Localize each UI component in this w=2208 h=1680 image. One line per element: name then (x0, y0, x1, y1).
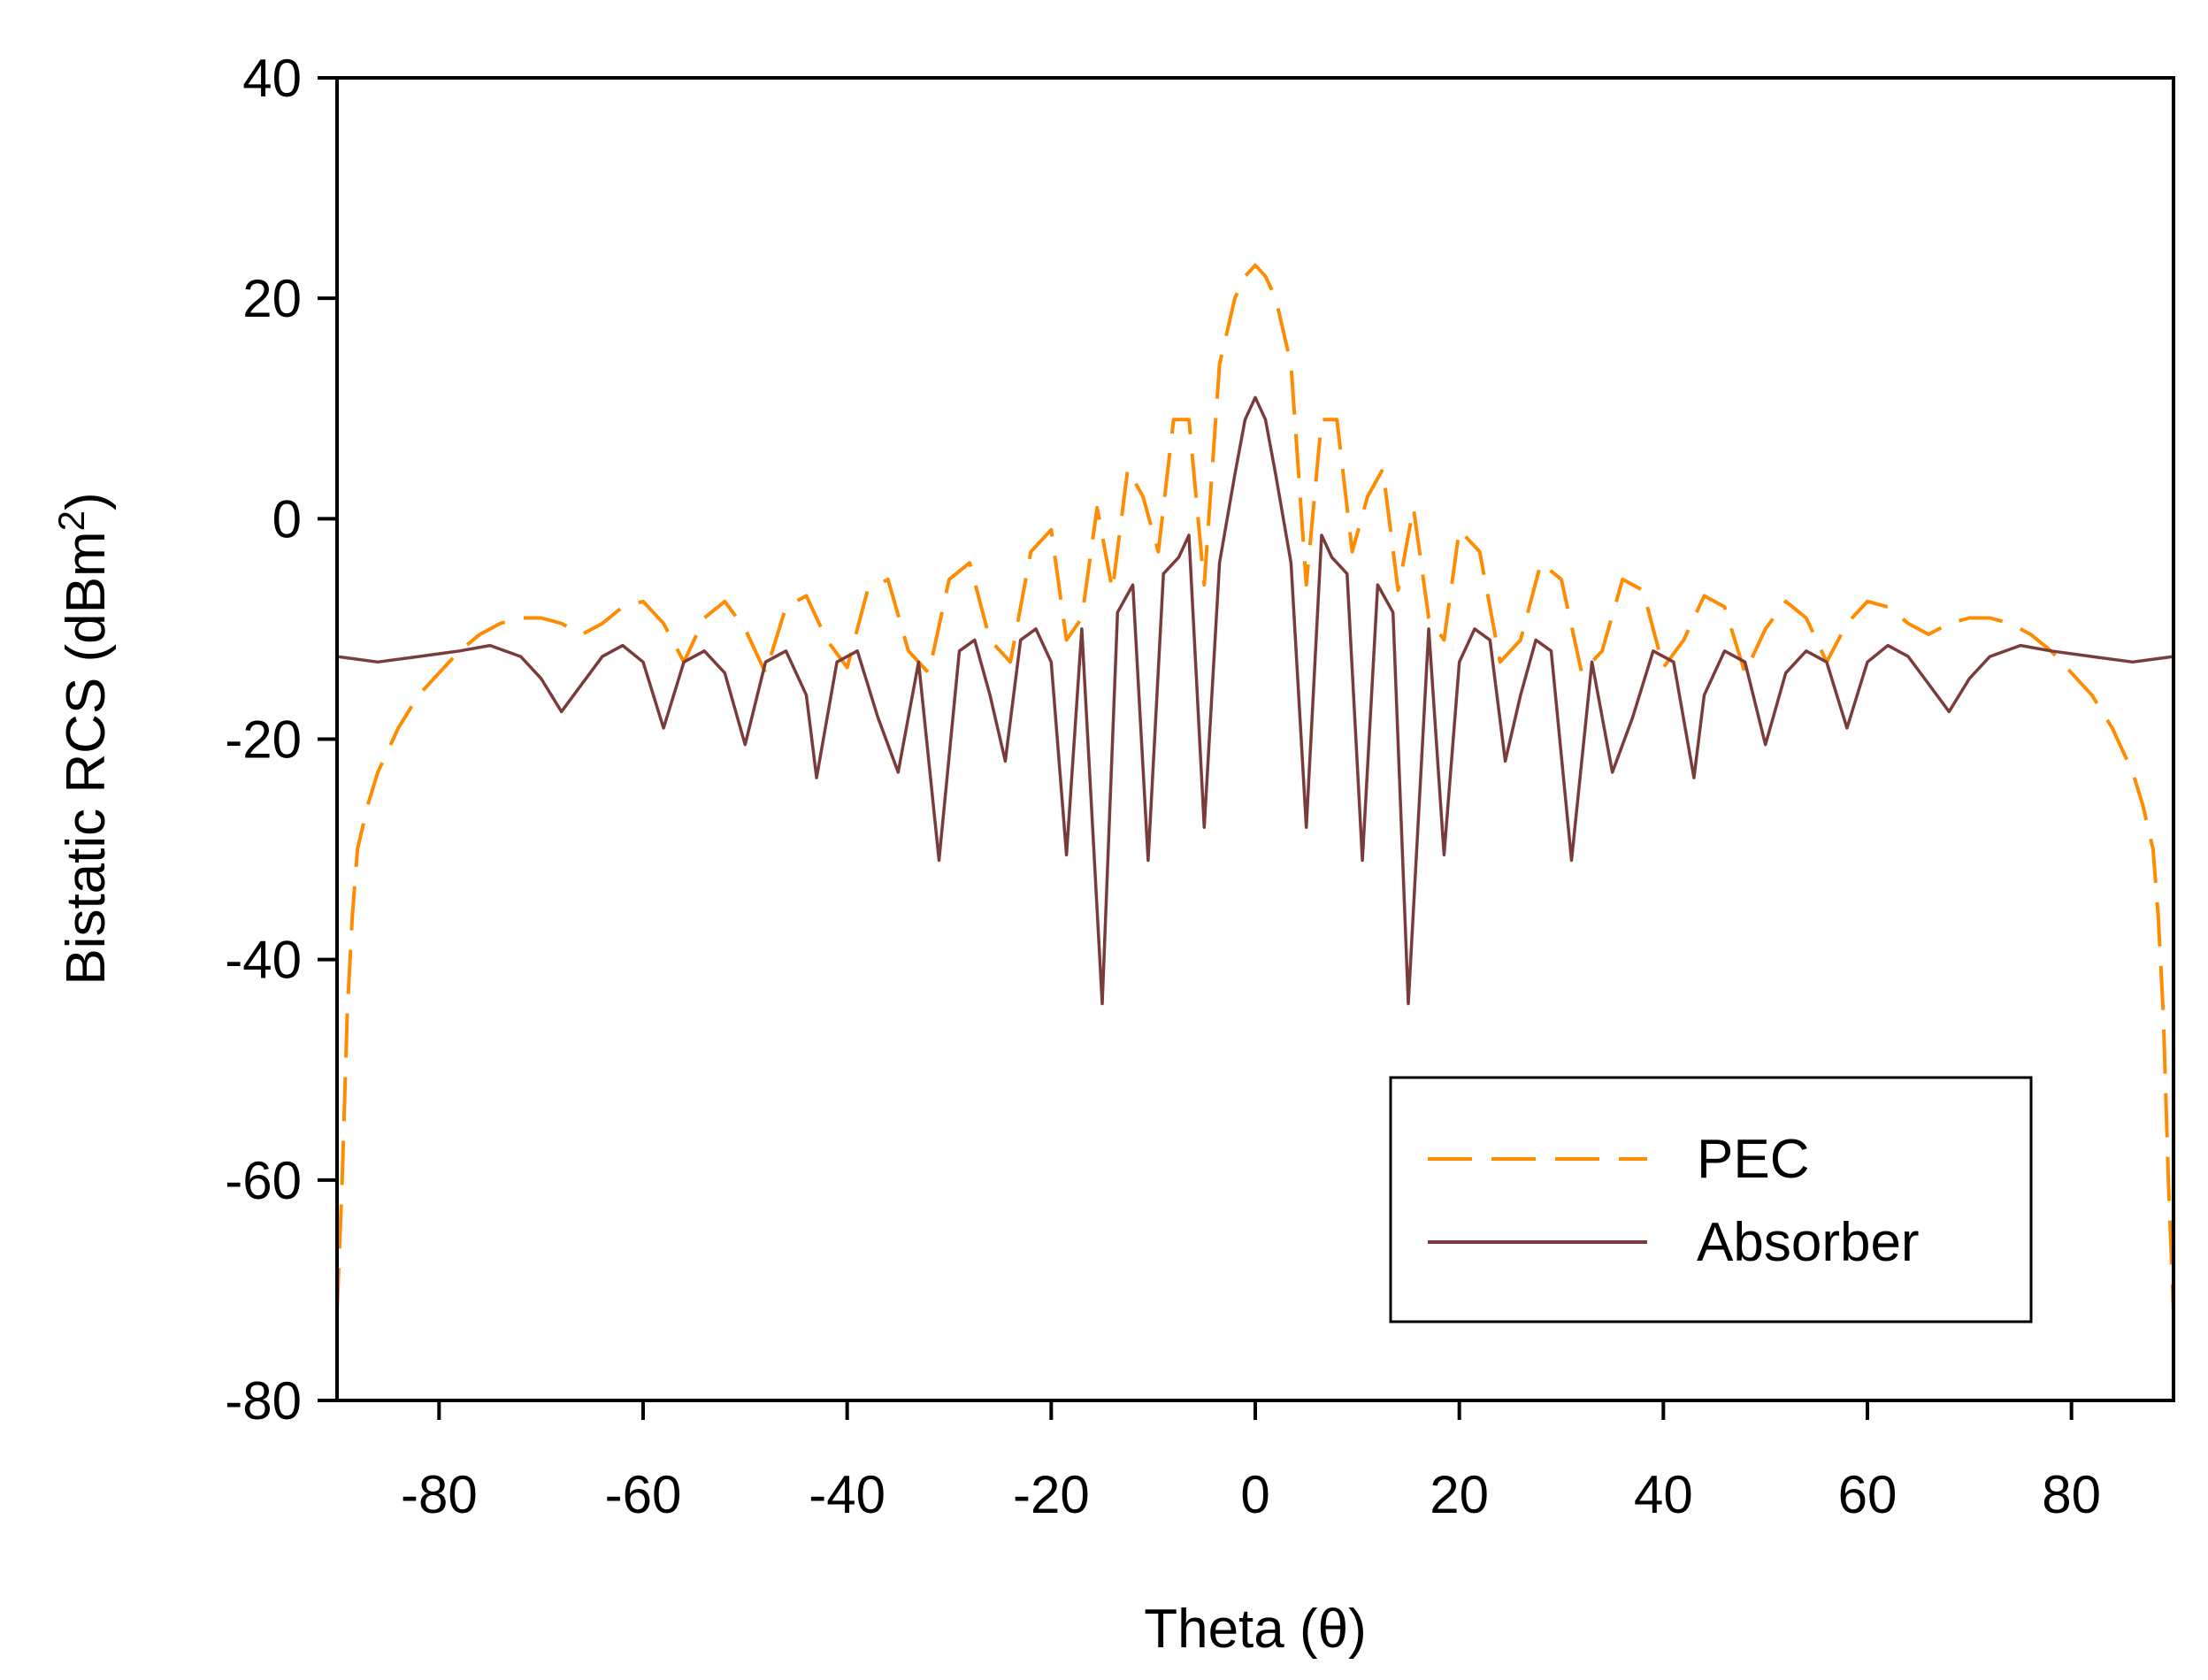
legend: PEC Absorber (1389, 1076, 2033, 1323)
y-tick-label: -60 (225, 1151, 302, 1210)
y-tick-label: -20 (225, 710, 302, 770)
x-tick-label: -40 (809, 1465, 886, 1524)
y-tick-label: -40 (225, 931, 302, 990)
y-tick-label: 20 (242, 269, 302, 328)
series-line-absorber (336, 395, 2174, 1006)
y-axis-title-superscript: 2 (50, 510, 92, 531)
x-tick-label: 0 (1240, 1465, 1269, 1524)
y-tick-label: 40 (242, 49, 302, 108)
y-axis-title-main: Bistatic RCS (dBm (56, 531, 117, 985)
y-axis-title: Bistatic RCS (dBm2) (50, 492, 118, 985)
y-ticks: 40 20 0 -20 -40 -60 -80 (225, 49, 337, 1431)
x-tick-label: 20 (1430, 1465, 1489, 1524)
x-tick-label: 40 (1634, 1465, 1693, 1524)
series-layer (335, 263, 2175, 1313)
x-ticks: -80 -60 -40 -20 0 20 40 60 80 (401, 1400, 2101, 1524)
legend-label-pec: PEC (1697, 1129, 1809, 1190)
x-tick-label: 80 (2042, 1465, 2101, 1524)
legend-box (1389, 1076, 2033, 1323)
y-tick-label: -80 (225, 1371, 302, 1431)
legend-label-absorber: Absorber (1697, 1212, 1920, 1273)
x-tick-label: -60 (605, 1465, 682, 1524)
x-axis-title: Theta (θ) (1144, 1599, 1367, 1660)
x-tick-label: -20 (1013, 1465, 1090, 1524)
y-tick-label: 0 (272, 489, 302, 548)
x-tick-label: 60 (1838, 1465, 1898, 1524)
x-tick-label: -80 (401, 1465, 478, 1524)
y-axis-title-close: ) (56, 492, 117, 510)
series-line-pec (335, 263, 2175, 1313)
